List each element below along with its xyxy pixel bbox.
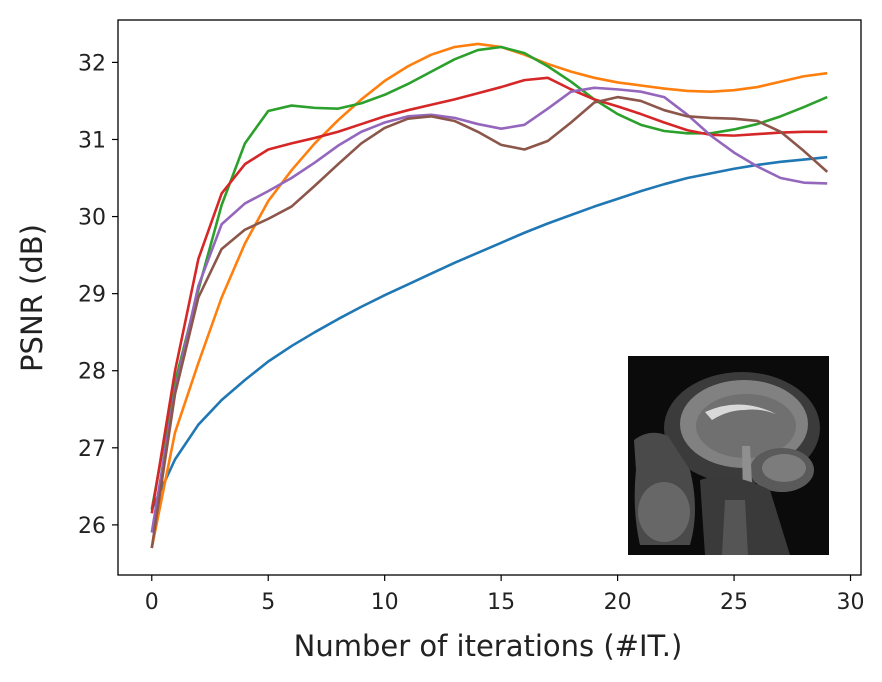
x-tick-label: 15: [487, 590, 515, 615]
x-axis-ticks: 0 5 10 15 20 25 30: [145, 575, 865, 615]
y-tick-label: 32: [78, 51, 106, 76]
x-tick-label: 20: [604, 590, 632, 615]
brain-mri-inset-image: [628, 356, 829, 555]
series-line-2: [150, 42, 828, 549]
y-tick-label: 30: [78, 206, 106, 231]
series-lines: [150, 42, 829, 549]
series-line-1: [150, 155, 828, 511]
y-tick-label: 29: [78, 283, 106, 308]
series-line-6: [150, 95, 829, 549]
y-axis-ticks: 26 27 28 29 30 31 32: [78, 51, 118, 539]
y-tick-label: 31: [78, 128, 106, 153]
series-line-5: [150, 86, 828, 533]
x-tick-label: 25: [720, 590, 748, 615]
x-axis-title: Number of iterations (#IT.): [294, 629, 683, 663]
y-tick-label: 28: [78, 360, 106, 385]
y-tick-label: 27: [78, 437, 106, 462]
x-tick-label: 30: [837, 590, 865, 615]
y-axis-title: PSNR (dB): [15, 224, 49, 372]
x-tick-label: 5: [261, 590, 275, 615]
series-line-4: [150, 76, 828, 514]
series-line-3: [150, 45, 828, 510]
x-tick-label: 0: [145, 590, 159, 615]
x-tick-label: 10: [371, 590, 399, 615]
y-tick-label: 26: [78, 514, 106, 539]
plot-frame: [117, 19, 862, 576]
